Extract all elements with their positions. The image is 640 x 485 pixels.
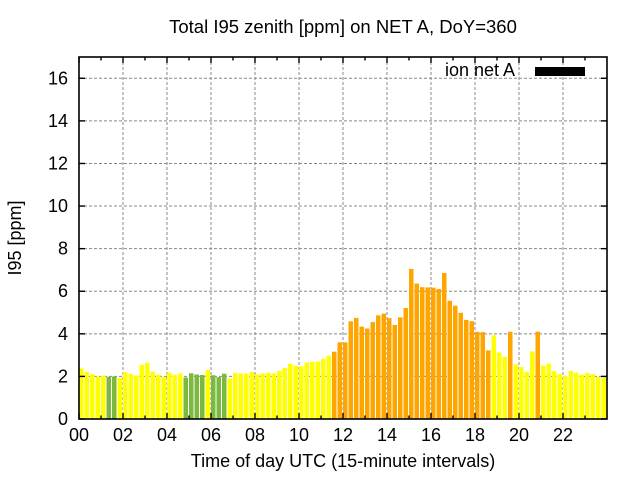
svg-text:06: 06	[201, 425, 221, 445]
svg-text:16: 16	[421, 425, 441, 445]
svg-text:18: 18	[465, 425, 485, 445]
svg-text:22: 22	[553, 425, 573, 445]
svg-text:Time of day UTC (15-minute int: Time of day UTC (15-minute intervals)	[191, 451, 495, 471]
svg-text:12: 12	[48, 153, 68, 173]
svg-text:10: 10	[48, 196, 68, 216]
svg-text:02: 02	[113, 425, 133, 445]
svg-text:0: 0	[58, 409, 68, 429]
svg-text:10: 10	[289, 425, 309, 445]
svg-text:I95 [ppm]: I95 [ppm]	[5, 200, 25, 275]
svg-text:08: 08	[245, 425, 265, 445]
svg-text:8: 8	[58, 239, 68, 259]
svg-text:20: 20	[509, 425, 529, 445]
svg-text:16: 16	[48, 68, 68, 88]
svg-text:Total I95 zenith [ppm] on NET: Total I95 zenith [ppm] on NET A, DoY=360	[169, 16, 517, 37]
svg-text:6: 6	[58, 281, 68, 301]
svg-text:04: 04	[157, 425, 177, 445]
svg-text:ion net A: ion net A	[445, 60, 515, 80]
svg-text:00: 00	[69, 425, 89, 445]
svg-text:4: 4	[58, 324, 68, 344]
svg-text:14: 14	[377, 425, 397, 445]
svg-text:12: 12	[333, 425, 353, 445]
svg-text:2: 2	[58, 366, 68, 386]
svg-text:14: 14	[48, 111, 68, 131]
